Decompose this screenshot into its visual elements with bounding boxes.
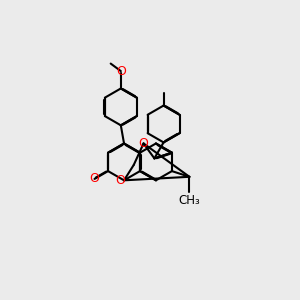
Text: CH₃: CH₃ xyxy=(178,194,200,207)
Text: O: O xyxy=(139,137,148,150)
Text: O: O xyxy=(116,64,126,78)
Text: O: O xyxy=(90,172,99,185)
Text: O: O xyxy=(116,174,125,187)
